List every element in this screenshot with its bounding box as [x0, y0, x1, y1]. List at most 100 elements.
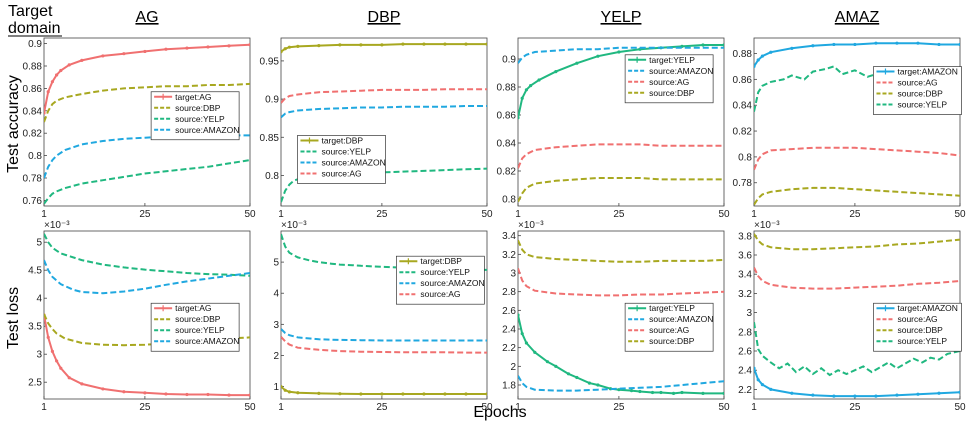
legend-box	[873, 302, 962, 352]
series-line-source-amazon	[44, 259, 250, 295]
series-point	[596, 54, 600, 58]
legend-entry: source:AG	[420, 289, 460, 299]
y-tick-label: 0.78	[733, 178, 753, 189]
y-tick-label: 2.6	[738, 347, 752, 358]
legend-entry: source:AMAZON	[420, 278, 484, 288]
legend-entry: source:AMAZON	[649, 314, 713, 324]
y-tick-label: 3.8	[738, 231, 752, 242]
y-tick-label: 0.86	[497, 111, 517, 122]
series-group	[518, 43, 724, 203]
series-line-source-dbp	[44, 82, 250, 123]
legend-entry: target:AMAZON	[897, 303, 957, 313]
legend-entry: source:DBP	[649, 88, 695, 98]
y-tick-label: 0.86	[23, 84, 43, 95]
y-tick-label: 5	[36, 238, 42, 249]
y-tick-label: 3	[273, 320, 279, 331]
y-tick-label: 2.2	[738, 385, 752, 396]
series-point	[443, 392, 447, 396]
series-point	[937, 42, 941, 47]
legend-box	[150, 302, 240, 352]
x-axis-label: Epochs	[473, 404, 526, 421]
series-point	[722, 43, 724, 47]
series-point	[701, 391, 705, 395]
legend-marker	[634, 56, 641, 63]
series-point	[756, 58, 760, 62]
series-point	[46, 90, 50, 94]
y-tick-label: 0.9	[28, 39, 42, 50]
series-point	[754, 366, 756, 370]
series-point	[916, 392, 920, 396]
series-point	[554, 70, 558, 74]
series-point	[287, 45, 292, 49]
series-point	[529, 84, 533, 88]
plot-frame	[517, 37, 725, 207]
series-line-target-amazon	[754, 367, 960, 398]
y-exponent-label: ×10⁻³	[44, 220, 70, 231]
series-line-source-amazon	[44, 134, 250, 179]
series-point	[587, 381, 592, 385]
legend-entry: source:AMAZON	[321, 157, 385, 167]
series-line-source-dbp	[518, 177, 724, 203]
legend-box	[297, 135, 386, 184]
series-point	[769, 387, 773, 391]
legend-entry: source:AMAZON	[175, 125, 239, 135]
series-point	[485, 42, 487, 46]
y-tick-label: 2.5	[28, 378, 42, 389]
plot-frame	[280, 230, 488, 400]
series-line-source-yelp	[44, 159, 250, 205]
x-tick-label: 1	[515, 402, 521, 413]
panel-title: AMAZ	[835, 9, 880, 26]
y-tick-label: 0.95	[260, 56, 280, 67]
series-line-target-amazon	[754, 42, 960, 67]
series-point	[760, 383, 765, 387]
legend-entry: source:DBP	[897, 89, 943, 99]
series-point	[617, 388, 621, 392]
y-tick-label: 0.8	[502, 195, 516, 206]
y-tick-label: 3.2	[502, 250, 516, 261]
series-point	[55, 73, 59, 77]
y-tick-label: 3.2	[738, 289, 752, 300]
series-point	[317, 391, 321, 395]
y-tick-label: 4.5	[28, 266, 42, 277]
y-tick-label: 0.88	[497, 83, 517, 94]
panel-6: 1 25 50 1.8 2 2.2 2.4 2.6 2.8 3 3.2 3.4×10⁻³ target:…	[502, 220, 730, 413]
legend: target:AGsource:DBPsource:YELPsource:AMA…	[150, 91, 240, 141]
y-tick-label: 3.4	[738, 270, 752, 281]
series-point	[895, 41, 899, 45]
x-tick-label: 25	[613, 209, 625, 220]
series-point	[185, 392, 189, 397]
series-point	[164, 392, 168, 396]
series-point	[575, 61, 579, 65]
series-point	[46, 335, 50, 339]
series-point	[443, 42, 447, 46]
series-point	[832, 42, 836, 47]
series-point	[67, 376, 71, 380]
series-line-source-dbp	[754, 186, 960, 206]
series-point	[281, 50, 283, 54]
series-point	[59, 366, 63, 370]
row-label-accuracy: Test accuracy	[5, 75, 22, 173]
legend: target:YELPsource:AMAZONsource:AGsource:…	[624, 54, 714, 104]
series-point	[790, 391, 794, 395]
y-tick-label: 0.82	[733, 127, 753, 138]
series-point	[80, 382, 84, 386]
legend-entry: target:AMAZON	[897, 67, 957, 77]
series-point	[122, 390, 126, 394]
series-point	[281, 384, 283, 389]
series-point	[617, 50, 621, 54]
y-tick-label: 0.8	[265, 171, 279, 182]
legend-entry: source:YELP	[420, 267, 470, 277]
series-point	[524, 341, 529, 345]
series-point	[122, 52, 126, 56]
y-tick-label: 2	[510, 362, 516, 373]
x-tick-label: 50	[718, 402, 730, 413]
y-tick-label: 2.4	[738, 366, 752, 377]
series-point	[283, 388, 287, 392]
legend-marker	[882, 305, 889, 312]
series-point	[296, 44, 300, 49]
series-point	[317, 44, 321, 48]
legend-entry: source:DBP	[649, 336, 695, 346]
y-tick-label: 1	[273, 382, 279, 393]
series-line-source-ag	[281, 88, 487, 104]
